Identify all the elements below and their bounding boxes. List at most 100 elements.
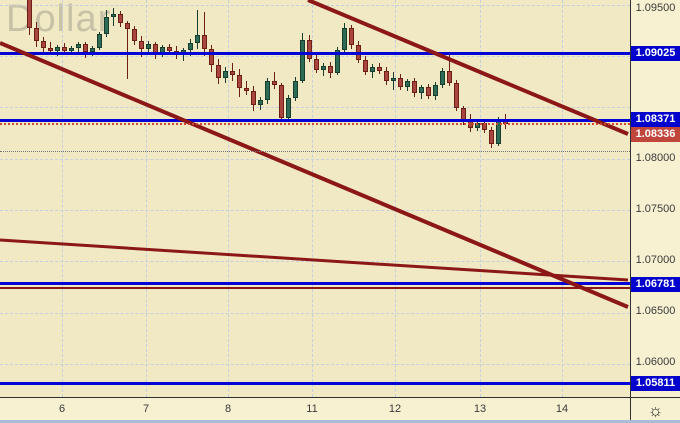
candle-body [34, 28, 39, 41]
axis-settings-button[interactable]: ☼ [631, 398, 680, 423]
time-axis-label: 6 [58, 403, 66, 415]
blue-price-level-line[interactable] [0, 282, 630, 286]
candle-body [454, 82, 459, 109]
grid-line-horizontal [0, 4, 630, 6]
grid-line-vertical [562, 0, 563, 397]
candle-body [314, 59, 319, 71]
candle-body [104, 16, 109, 35]
candle-body [167, 46, 172, 51]
grid-line-horizontal [0, 107, 630, 109]
settings-gear-icon[interactable]: ☼ [647, 401, 664, 420]
candle-body [300, 39, 305, 81]
time-axis-label: 13 [473, 403, 487, 415]
price-axis-badge: 1.05811 [631, 375, 680, 391]
grid-line-vertical [395, 0, 396, 397]
price-axis-label: 1.06500 [635, 304, 676, 317]
candle-body [279, 84, 284, 118]
grid-line-vertical [480, 0, 481, 397]
candle-body [405, 80, 410, 87]
candle-body [398, 77, 403, 87]
candle-body [440, 71, 445, 85]
candle-body [370, 67, 375, 73]
price-axis-label: 1.08000 [635, 151, 676, 164]
candle-body [111, 13, 116, 17]
price-axis-badge: 1.08336 [631, 126, 680, 142]
candle-body [286, 98, 291, 118]
descending-trendline[interactable] [0, 238, 629, 282]
candle-body [426, 86, 431, 96]
axis-vertical-border [630, 0, 631, 423]
candle-body [258, 100, 263, 106]
candle-body [41, 40, 46, 48]
candle-body [195, 35, 200, 43]
time-axis-label: 14 [555, 403, 569, 415]
candle-wick [449, 52, 450, 86]
grid-line-horizontal [0, 55, 630, 57]
candle-body [132, 29, 137, 41]
grid-line-horizontal [0, 210, 630, 211]
candle-body [76, 43, 81, 48]
grid-line-vertical [62, 0, 63, 397]
candle-body [97, 34, 102, 48]
axis-horizontal-border [0, 397, 680, 398]
blue-price-level-line[interactable] [0, 119, 630, 123]
candle-body [335, 49, 340, 74]
candle-body [391, 77, 396, 81]
time-axis-label: 8 [224, 403, 232, 415]
candle-body [328, 66, 333, 74]
grid-line-horizontal [0, 312, 630, 314]
chart-pane[interactable]: Dollar [0, 0, 630, 397]
candle-body [251, 90, 256, 106]
candle-wick [274, 72, 275, 89]
candle-wick [50, 41, 51, 54]
candle-body [90, 47, 95, 52]
price-axis[interactable]: 1.09500 1.09025 1.08371 1.08336 1.08000 1.075… [631, 0, 680, 397]
candle-body [307, 39, 312, 60]
price-axis-badge: 1.08371 [631, 111, 680, 127]
candle-body [27, 0, 32, 29]
grid-line-vertical [228, 0, 229, 397]
descending-trendline[interactable] [307, 0, 629, 136]
candle-body [188, 42, 193, 50]
candle-body [139, 40, 144, 49]
candle-body [293, 80, 298, 99]
price-axis-label: 1.09500 [635, 1, 676, 14]
candle-wick [393, 72, 394, 90]
candle-body [363, 60, 368, 73]
candle-body [83, 43, 88, 52]
grid-line-vertical [312, 0, 313, 397]
candle-body [433, 84, 438, 96]
candle-body [55, 46, 60, 51]
candle-body [237, 75, 242, 88]
trendlines-layer [0, 0, 629, 309]
current-price-dotted-line [0, 123, 630, 126]
price-axis-label: 1.06000 [635, 355, 676, 368]
descending-trendline[interactable] [0, 41, 629, 309]
candle-body [412, 80, 417, 93]
grid-line-horizontal [0, 158, 630, 160]
candle-body [321, 66, 326, 71]
candle-wick [204, 11, 205, 56]
candle-body [384, 71, 389, 81]
price-axis-badge: 1.09025 [631, 45, 680, 61]
candle-body [377, 67, 382, 72]
red-price-level-line[interactable] [0, 286, 630, 289]
time-axis[interactable]: 6 7 8 11 12 13 14 [0, 398, 630, 423]
candle-body [265, 80, 270, 101]
time-axis-label: 12 [388, 403, 402, 415]
candle-body [272, 80, 277, 85]
time-axis-label: 7 [142, 403, 150, 415]
candle-wick [127, 21, 128, 79]
candle-body [62, 46, 67, 51]
candle-body [244, 87, 249, 91]
blue-price-level-line[interactable] [0, 51, 630, 55]
candle-body [48, 47, 53, 51]
grid-line-horizontal [0, 261, 630, 263]
time-axis-label: 11 [306, 403, 318, 415]
candle-body [69, 47, 74, 51]
price-axis-label: 1.07000 [635, 253, 676, 266]
blue-price-level-line[interactable] [0, 381, 630, 385]
candle-body [118, 13, 123, 24]
candle-body [209, 48, 214, 66]
